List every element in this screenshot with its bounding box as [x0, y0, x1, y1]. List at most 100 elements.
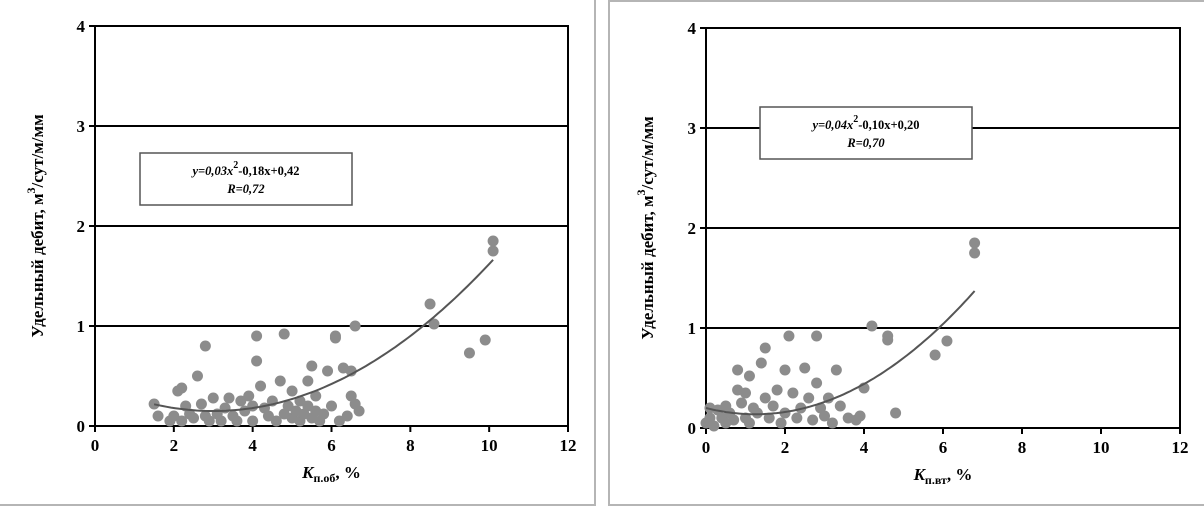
data-point — [728, 414, 740, 426]
x-tick-label: 0 — [702, 438, 711, 457]
data-point — [243, 390, 255, 402]
data-point — [807, 414, 819, 426]
chart-panel-right: 0 2 4 6 8 10 12 0 1 2 3 4 y=0,04x2-0,10x+0,20 R=0,70 K… — [608, 0, 1204, 506]
data-point — [740, 387, 751, 399]
data-point — [759, 342, 771, 354]
x-tick-label: 6 — [939, 438, 948, 457]
data-point — [176, 415, 188, 427]
data-point — [302, 375, 314, 387]
x-axis-label: Kп.вт, % — [913, 465, 973, 487]
data-point — [759, 392, 771, 404]
equation-sup: 2 — [853, 114, 858, 125]
data-point — [188, 412, 200, 424]
data-point — [341, 410, 353, 422]
data-point — [779, 364, 791, 376]
data-point — [199, 340, 211, 352]
y-axis-label-base: Удельный дебит, м — [28, 193, 47, 338]
x-tick-label: 2 — [781, 438, 790, 457]
data-point — [487, 245, 499, 257]
y-axis-label-sup: 3 — [24, 187, 38, 193]
data-point — [866, 320, 878, 332]
data-point — [191, 370, 203, 382]
equation-post: -0,18x+0,42 — [238, 164, 299, 178]
y-tick-label: 3 — [77, 117, 86, 136]
data-point — [282, 400, 294, 412]
equation-box — [759, 106, 973, 160]
data-point — [969, 247, 981, 259]
data-point — [148, 398, 160, 410]
y-tick-label: 2 — [688, 219, 697, 238]
x-tick-label: 2 — [170, 436, 179, 455]
y-tick-label: 0 — [77, 417, 86, 436]
equation-sup: 2 — [233, 160, 238, 171]
data-point — [215, 415, 227, 427]
data-point — [791, 412, 803, 424]
data-point — [755, 357, 767, 369]
data-point — [424, 298, 436, 310]
data-point — [487, 235, 499, 247]
y-tick-label: 2 — [77, 217, 86, 236]
data-point — [834, 400, 846, 412]
equation-line-2: R=0,70 — [846, 136, 885, 150]
data-point — [787, 387, 799, 399]
data-point — [799, 362, 811, 374]
data-point — [255, 380, 267, 392]
data-point — [333, 415, 345, 427]
data-point — [302, 400, 314, 412]
data-point — [819, 410, 830, 422]
data-point — [775, 417, 787, 429]
x-axis-label: Kп.об, % — [301, 463, 361, 485]
y-tick-label: 3 — [688, 119, 697, 138]
x-tick-label: 0 — [91, 436, 100, 455]
y-axis-label-base: Удельный дебит, м — [638, 195, 657, 340]
chart-left-svg: 0 2 4 6 8 10 1201234y=0,03x2-0,18x+0,42R=0,72K… — [24, 17, 577, 485]
x-tick-label: 12 — [1172, 438, 1189, 457]
data-point — [743, 417, 755, 429]
y-axis-label-rest: /сут/м/мм — [28, 114, 47, 189]
data-point — [803, 392, 815, 404]
x-axis-label-sub: п.об — [313, 471, 335, 485]
y-tick-label: 4 — [77, 17, 86, 36]
data-point — [247, 415, 259, 427]
data-point — [306, 360, 318, 372]
data-point — [318, 408, 330, 420]
data-point — [826, 417, 838, 429]
data-point — [286, 385, 298, 397]
equation-pre: y=0,04x — [810, 118, 853, 132]
data-point — [152, 410, 164, 422]
data-point — [771, 384, 783, 396]
equation-line-2: R=0,72 — [226, 182, 264, 196]
x-axis-label-tail: , % — [947, 465, 973, 484]
data-point — [929, 349, 941, 361]
y-axis-label: Удельный дебит, м3/сут/м/мм — [24, 114, 47, 338]
data-point — [732, 364, 744, 376]
data-point — [329, 330, 341, 342]
data-point — [353, 405, 365, 417]
data-point — [830, 364, 842, 376]
y-tick-label: 1 — [77, 317, 86, 336]
data-point — [235, 395, 247, 407]
data-point — [262, 410, 274, 422]
data-point — [811, 330, 823, 342]
data-point — [736, 397, 748, 409]
trendline — [705, 290, 976, 416]
y-tick-label: 0 — [688, 419, 697, 438]
data-point — [463, 347, 475, 359]
data-point — [251, 355, 263, 367]
data-point — [783, 330, 795, 342]
x-tick-label: 10 — [481, 436, 498, 455]
data-point — [428, 318, 440, 330]
equation-pre: y=0,03x — [190, 164, 233, 178]
data-point — [326, 400, 337, 412]
data-point — [763, 412, 775, 424]
y-axis-label-rest: /сут/м/мм — [638, 116, 657, 191]
data-point — [310, 390, 322, 402]
data-point — [195, 398, 207, 410]
x-axis-label-main: K — [301, 463, 315, 482]
x-tick-label: 10 — [1093, 438, 1110, 457]
data-point — [203, 415, 215, 427]
x-tick-label: 4 — [248, 436, 257, 455]
equation-box — [139, 152, 353, 206]
x-tick-label: 4 — [860, 438, 869, 457]
data-point — [349, 320, 361, 332]
